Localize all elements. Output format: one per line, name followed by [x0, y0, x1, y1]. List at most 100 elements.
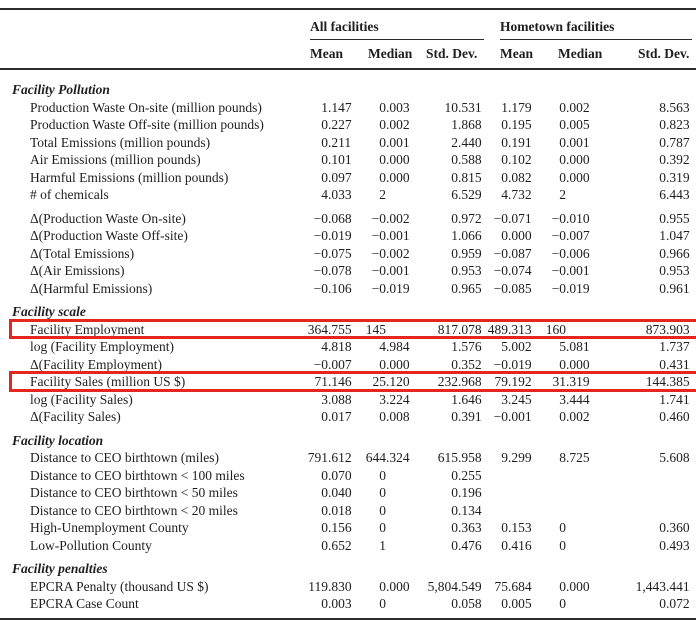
table-cell: 0.082: [501, 169, 532, 185]
row-label: Distance to CEO birthtown < 100 miles: [30, 467, 245, 483]
column-header-mean-all: Mean: [310, 46, 343, 61]
table-cell: 0: [379, 520, 386, 535]
table-row: Facility Employment 364.755 145 817.078 489.…: [0, 318, 696, 339]
table-cell: 0.070: [321, 467, 352, 483]
table-row: Total Emissions (million pounds) 0.211 0.0…: [0, 134, 696, 152]
table-row: log (Facility Sales) 3.088 3.224 1.646 3.245…: [0, 391, 696, 409]
column-header-mean-hometown: Mean: [500, 46, 533, 61]
table-row: # of chemicals 4.033 2 6.529 4.732 2 6.443: [0, 186, 696, 204]
table-row: Δ(Facility Sales) 0.017 0.008 0.391 −0.001 0.…: [0, 408, 696, 426]
table-cell: 0: [559, 537, 566, 553]
table-cell: 0.156: [321, 520, 352, 535]
table-body: Facility Pollution Production Waste On-si…: [0, 70, 696, 613]
table-cell: 0.000: [559, 356, 590, 372]
table-cell: 1.066: [451, 228, 482, 243]
table-cell: 5,804.549: [427, 578, 482, 594]
table-cell: 0.000: [379, 578, 410, 594]
table-cell: 0.003: [321, 596, 352, 611]
table-row: Δ(Harmful Emissions) −0.106 −0.019 0.965 −0.…: [0, 280, 696, 298]
table-cell: 0.652: [321, 537, 352, 553]
row-label: Production Waste Off-site (million pound…: [30, 117, 264, 132]
table-cell: 4.732: [501, 187, 532, 202]
table-cell: 0.966: [659, 245, 690, 261]
table-row: Δ(Production Waste Off-site) −0.019 −0.001…: [0, 227, 696, 245]
table-cell: 1,443.441: [635, 578, 690, 594]
table-cell: 0.002: [559, 99, 590, 115]
table-cell: 31.319: [552, 374, 590, 389]
table-cell: [610, 467, 692, 485]
row-label: Distance to CEO birthtown < 50 miles: [30, 485, 238, 500]
table-cell: 0.493: [659, 537, 690, 553]
table-cell: 3.444: [559, 391, 590, 407]
table-cell: 364.755: [307, 321, 352, 337]
table-cell: 0.255: [451, 467, 482, 483]
table-cell: 0.017: [321, 409, 352, 424]
column-group-all-facilities: All facilities: [310, 19, 484, 40]
table-cell: 2: [559, 187, 566, 202]
table-cell: [538, 502, 610, 520]
section-title-row: Facility penalties: [0, 560, 696, 578]
row-label: Δ(Production Waste On-site): [30, 210, 186, 226]
table-cell: [538, 484, 610, 502]
table-row: log (Facility Employment) 4.818 4.984 1.576…: [0, 338, 696, 356]
table-section: Facility scale Facility Employment 364.755…: [0, 303, 696, 426]
table-cell: 0.018: [321, 502, 352, 518]
table-cell: [610, 484, 692, 502]
table-cell: −0.019: [313, 228, 352, 243]
table-row: EPCRA Case Count 0.003 0 0.058 0.005 0 0.072: [0, 595, 696, 613]
table-row: Distance to CEO birthtown < 100 miles 0.0…: [0, 467, 696, 485]
table-cell: 145: [365, 321, 386, 337]
table-cell: 0.000: [559, 169, 590, 185]
table-cell: 75.684: [494, 578, 532, 594]
table-cell: 232.968: [437, 374, 482, 389]
table-cell: −0.068: [313, 210, 352, 226]
table-cell: 2: [379, 187, 386, 202]
table-cell: 1: [379, 537, 386, 553]
table-cell: 4.818: [321, 339, 352, 354]
column-group-label: All facilities: [310, 19, 379, 34]
table-cell: 0.460: [659, 409, 690, 424]
table-cell: 25.120: [372, 374, 410, 389]
table-cell: 5.081: [559, 339, 590, 354]
table-cell: 0.227: [321, 117, 352, 132]
table-cell: 0: [559, 596, 566, 611]
table-cell: 0.001: [379, 134, 410, 150]
row-label: EPCRA Penalty (thousand US $): [30, 578, 209, 594]
table-cell: 0.360: [659, 520, 690, 535]
table-cell: 0: [379, 502, 386, 518]
column-group-header-row: All facilities Hometown facilities: [0, 10, 696, 40]
table-cell: 5.608: [659, 450, 690, 465]
row-label: Air Emissions (million pounds): [30, 152, 201, 167]
row-label: Facility Employment: [30, 321, 145, 337]
table-cell: 144.385: [645, 374, 690, 389]
table-cell: 6.443: [659, 187, 690, 202]
table-cell: 0.072: [659, 596, 690, 611]
table-cell: −0.019: [551, 280, 590, 296]
table-cell: 3.224: [379, 391, 410, 407]
table-cell: 0.392: [659, 152, 690, 167]
sub-header-row: Mean Median Std. Dev. Mean Median Std. D…: [0, 40, 696, 68]
header-spacer: [8, 40, 300, 68]
table-cell: 2.440: [451, 134, 482, 150]
table-cell: 0.101: [321, 152, 352, 167]
table-cell: −0.019: [493, 356, 532, 372]
row-label: Production Waste On-site (million pounds…: [30, 99, 262, 115]
table-cell: 0.195: [501, 117, 532, 132]
column-header-stddev-all: Std. Dev.: [426, 46, 478, 61]
table-cell: 0.588: [451, 152, 482, 167]
top-rule: [0, 8, 696, 10]
table-row: Distance to CEO birthtown (miles) 791.612…: [0, 449, 696, 467]
table-cell: 0.319: [659, 169, 690, 185]
table-cell: 160: [545, 321, 566, 337]
table-cell: −0.078: [313, 263, 352, 278]
table-cell: −0.001: [371, 263, 410, 278]
table-cell: 10.531: [444, 99, 482, 115]
table-cell: 0.787: [659, 134, 690, 150]
table-cell: 0.040: [321, 485, 352, 500]
table-cell: 0.005: [559, 117, 590, 132]
table-cell: [610, 502, 692, 520]
table-cell: [484, 467, 538, 485]
table-cell: 0.363: [451, 520, 482, 535]
row-label: Harmful Emissions (million pounds): [30, 169, 229, 185]
